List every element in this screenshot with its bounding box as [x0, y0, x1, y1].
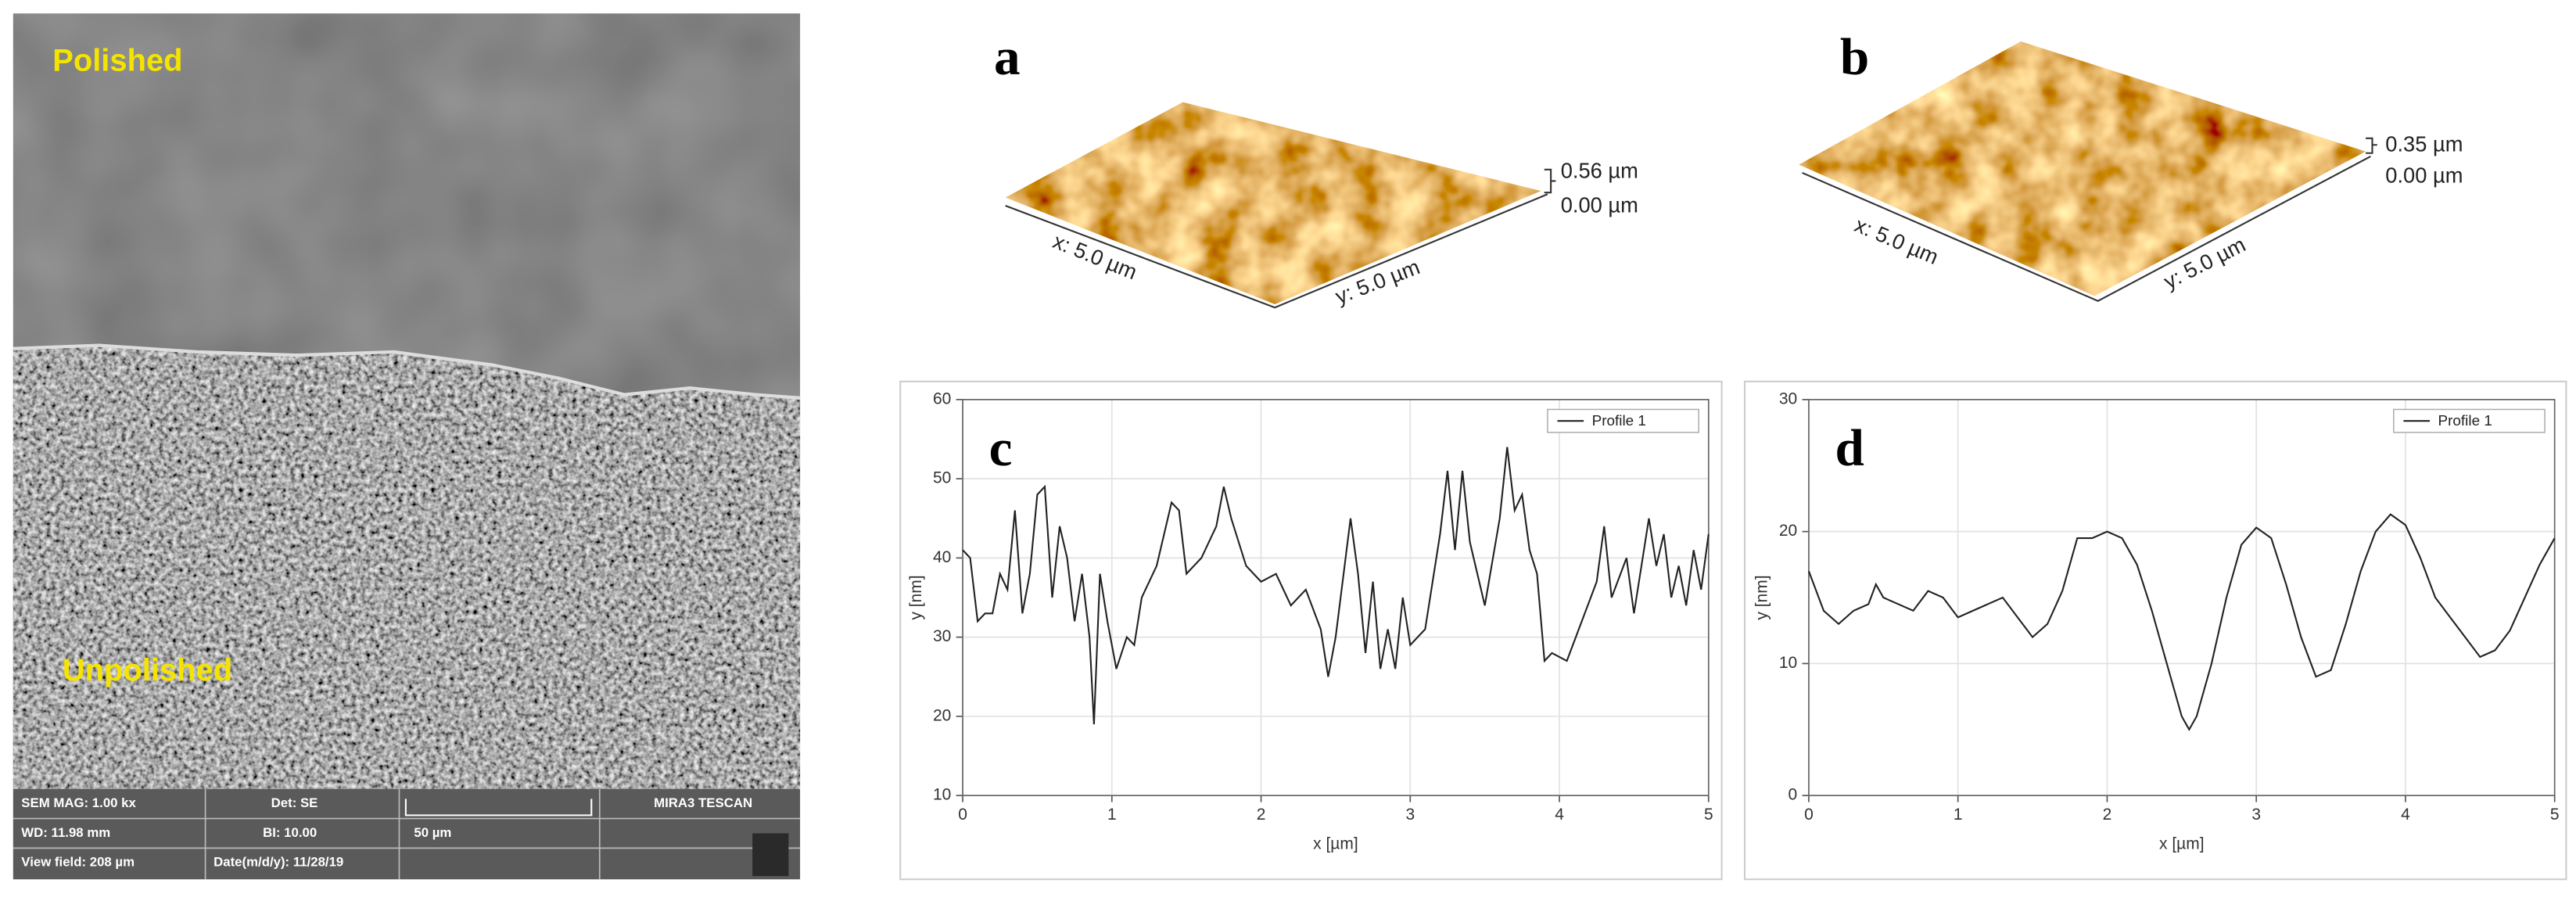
x-tick-label: 0 — [1804, 806, 1814, 824]
line-series — [1807, 513, 2556, 731]
afm-z-bracket — [2366, 137, 2377, 154]
afm-axes — [1005, 193, 1548, 309]
x-tick-label: 0 — [958, 806, 967, 824]
y-tick-label: 20 — [933, 706, 951, 724]
panel-label: d — [1835, 418, 1864, 477]
y-tick-label: 60 — [933, 389, 951, 407]
sem-info-bar — [13, 788, 801, 880]
chart-frame — [899, 380, 1723, 881]
x-tick-label: 5 — [2550, 806, 2560, 824]
afm-z-label: 0.35 µm — [2385, 132, 2463, 156]
afm-z-label: 0.56 µm — [1561, 158, 1638, 182]
x-tick-label: 4 — [2401, 806, 2410, 824]
sem-info: Date(m/d/y): 11/28/19 — [213, 855, 343, 870]
sem-info: View field: 208 µm — [21, 855, 135, 870]
line-series — [962, 447, 1710, 725]
afm-z-label: 0.00 µm — [2385, 163, 2463, 188]
afm-axes — [1802, 156, 2371, 302]
y-tick-label: 30 — [933, 627, 951, 645]
sem-info: 50 µm — [414, 825, 451, 840]
sem-scale-bar — [404, 799, 593, 817]
plot-area — [1808, 399, 2556, 797]
panel-label: a — [994, 27, 1021, 86]
x-tick-label: 2 — [1257, 806, 1266, 824]
y-tick-label: 50 — [933, 469, 951, 487]
legend-label: Profile 1 — [1592, 413, 1646, 429]
legend-label: Profile 1 — [2438, 413, 2492, 429]
sem-label: Polished — [52, 44, 182, 78]
panel-label: c — [989, 418, 1013, 477]
y-tick-label: 0 — [1788, 786, 1798, 804]
y-axis-label: y [nm] — [907, 575, 925, 619]
sem-label: Unpolished — [63, 653, 232, 687]
y-tick-label: 10 — [1779, 654, 1797, 672]
afm-z-bracket — [1544, 168, 1556, 194]
sem-info: BI: 10.00 — [263, 825, 317, 840]
x-tick-label: 2 — [2103, 806, 2112, 824]
sem-boundary — [13, 343, 801, 400]
x-tick-label: 3 — [1405, 806, 1415, 824]
y-tick-label: 30 — [1779, 389, 1797, 407]
plot-area — [962, 399, 1710, 797]
sem-unpolished-area — [13, 345, 801, 789]
afm-surface — [1799, 41, 2366, 296]
afm-surface — [1005, 102, 1541, 305]
sem-info: MIRA3 TESCAN — [654, 795, 752, 810]
y-tick-label: 10 — [933, 786, 951, 804]
sem-info: WD: 11.98 mm — [21, 825, 110, 840]
panel-label: b — [1840, 27, 1869, 86]
x-tick-label: 5 — [1704, 806, 1713, 824]
sem-info: SEM MAG: 1.00 kx — [21, 795, 136, 810]
y-tick-label: 20 — [1779, 522, 1797, 540]
sem-info-grid — [13, 788, 801, 880]
sem-info: Det: SE — [271, 795, 318, 810]
y-axis-label: y [nm] — [1753, 575, 1771, 619]
chart-frame — [1743, 380, 2567, 881]
x-axis-label: x [µm] — [2159, 835, 2205, 853]
sem-logo — [752, 833, 789, 877]
x-tick-label: 1 — [1107, 806, 1117, 824]
x-tick-label: 4 — [1555, 806, 1564, 824]
x-tick-label: 3 — [2251, 806, 2261, 824]
y-tick-label: 40 — [933, 548, 951, 566]
x-tick-label: 1 — [1954, 806, 1963, 824]
x-axis-label: x [µm] — [1313, 835, 1358, 853]
afm-z-label: 0.00 µm — [1561, 192, 1638, 217]
